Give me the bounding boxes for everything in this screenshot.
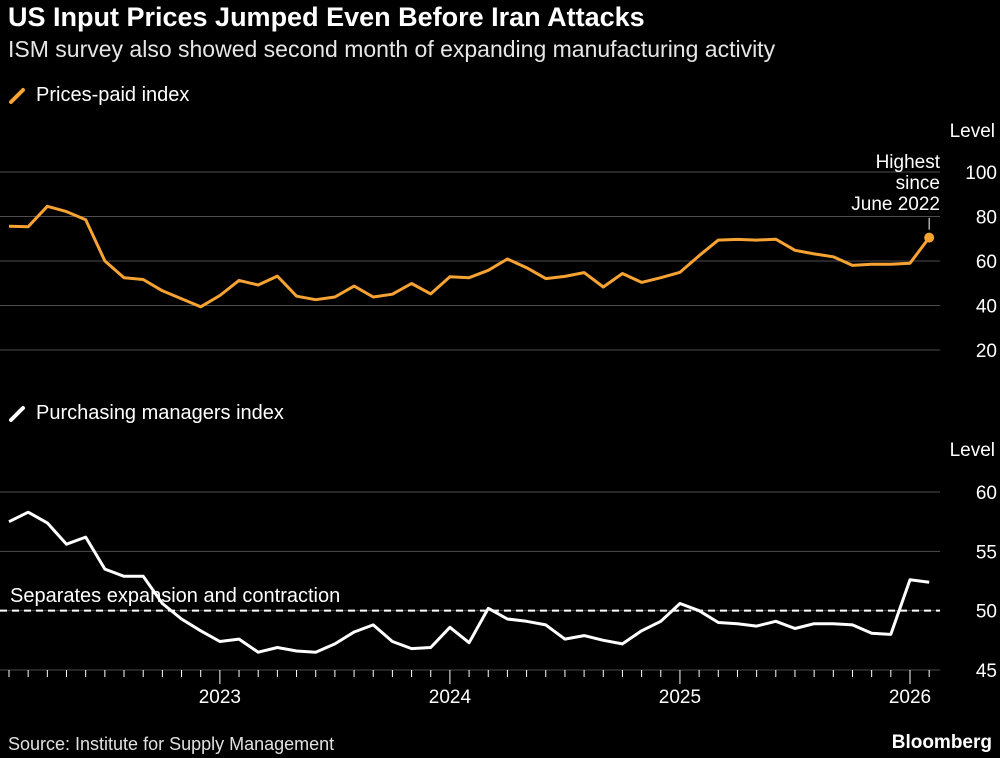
annotation-line-1: Highest bbox=[876, 152, 941, 173]
legend-swatch-pmi-icon bbox=[8, 405, 26, 423]
pmi-y-tick-label: 55 bbox=[976, 542, 997, 563]
prices-annotation: Highest since June 2022 bbox=[851, 152, 941, 230]
pmi-line bbox=[8, 510, 930, 654]
annotation-line-3: June 2022 bbox=[851, 194, 940, 215]
pmi-axis-title: Level bbox=[950, 440, 995, 461]
pmi-y-tick-label: 45 bbox=[976, 661, 997, 682]
prices-axis-title: Level bbox=[950, 121, 995, 142]
x-tick-label: 2026 bbox=[889, 687, 931, 708]
legend-label-prices: Prices-paid index bbox=[36, 84, 190, 106]
pmi-y-tick-label: 60 bbox=[976, 483, 997, 504]
reference-line-label: Separates expansion and contraction bbox=[10, 585, 340, 607]
pmi-panel: Level 45 50 55 60 Separates expansion and c… bbox=[0, 440, 997, 708]
x-tick-label: 2025 bbox=[659, 687, 701, 708]
bloomberg-logo: Bloomberg bbox=[891, 732, 992, 753]
source-note: Source: Institute for Supply Management bbox=[8, 734, 335, 754]
legend-label-pmi: Purchasing managers index bbox=[36, 402, 284, 424]
pmi-y-ticks: 45 50 55 60 bbox=[976, 483, 997, 682]
prices-y-tick-label: 100 bbox=[965, 163, 997, 184]
pmi-series bbox=[8, 510, 930, 654]
x-tick-label: 2024 bbox=[429, 687, 472, 708]
annotation-line-2: since bbox=[896, 173, 940, 194]
chart-title: US Input Prices Jumped Even Before Iran … bbox=[8, 2, 645, 32]
legend-prices-paid: Prices-paid index bbox=[8, 84, 189, 107]
prices-y-tick-label: 40 bbox=[976, 297, 997, 318]
prices-gridlines bbox=[0, 171, 940, 351]
prices-y-tick-label: 20 bbox=[976, 341, 997, 362]
prices-latest-point bbox=[924, 232, 935, 243]
chart-subtitle: ISM survey also showed second month of e… bbox=[8, 36, 776, 62]
x-tick-label: 2023 bbox=[199, 687, 241, 708]
x-axis: 2023 2024 2025 2026 bbox=[8, 670, 931, 708]
prices-y-tick-label: 80 bbox=[976, 208, 997, 229]
pmi-reference: Separates expansion and contraction bbox=[0, 585, 940, 612]
legend-pmi: Purchasing managers index bbox=[8, 402, 284, 425]
prices-paid-line bbox=[8, 204, 931, 309]
prices-y-ticks: 20 40 60 80 100 bbox=[965, 163, 997, 362]
legend-swatch-prices-icon bbox=[8, 87, 26, 105]
prices-y-tick-label: 60 bbox=[976, 252, 997, 273]
prices-series bbox=[8, 204, 935, 309]
pmi-y-tick-label: 50 bbox=[976, 602, 997, 623]
prices-paid-panel: Level 20 40 60 80 100 Highest since June 202… bbox=[0, 121, 997, 362]
